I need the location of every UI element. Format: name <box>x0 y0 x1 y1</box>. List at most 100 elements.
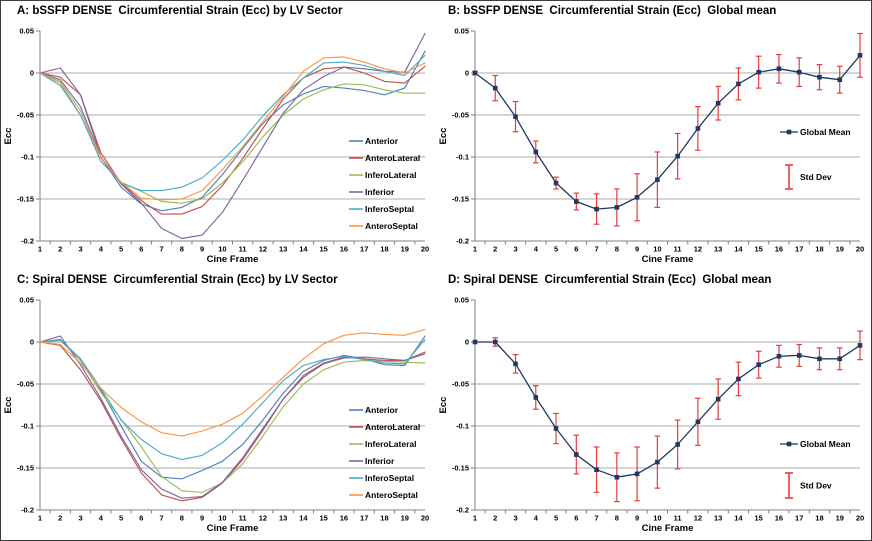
mean-marker <box>553 426 559 431</box>
mean-marker <box>776 353 782 359</box>
mean-line <box>474 54 861 210</box>
x-tick-label: 8 <box>615 245 619 254</box>
legend-label-inferoseptal: InferoSeptal <box>365 204 414 214</box>
x-tick-label: 4 <box>534 514 539 523</box>
x-tick-label: 20 <box>856 514 864 523</box>
x-tick-label: 20 <box>856 245 864 254</box>
panel-d-plot: 0.050-0.05-0.1-0.15-0.21 2 3 4 5 6 7 8 9 10 11 12 13… <box>438 296 864 534</box>
x-tick-label: 1 <box>38 514 42 523</box>
x-tick-label: 14 <box>299 514 308 523</box>
mean-marker <box>492 339 498 345</box>
x-tick-label: 7 <box>159 245 163 254</box>
x-tick-label: 18 <box>815 514 823 523</box>
x-tick-label: 7 <box>159 514 163 523</box>
y-tick-label: -0.15 <box>17 195 34 204</box>
x-tick-label: 8 <box>615 514 619 523</box>
mean-marker <box>472 339 478 345</box>
x-tick-label: 15 <box>320 245 328 254</box>
y-axis-title: Ecc <box>438 128 449 145</box>
y-tick-label: -0.2 <box>456 237 469 246</box>
x-tick-label: 1 <box>38 245 42 254</box>
y-tick-label: 0 <box>30 69 34 78</box>
mean-marker <box>857 343 863 348</box>
x-tick-label: 2 <box>58 245 62 254</box>
mean-marker <box>675 442 680 447</box>
y-tick-label: 0.05 <box>19 27 34 36</box>
x-axis-title: Cine Frame <box>207 523 259 534</box>
x-tick-label: 17 <box>360 514 368 523</box>
y-axis-title: Ecc <box>3 128 14 145</box>
x-tick-label: 14 <box>734 245 743 254</box>
x-tick-label: 11 <box>674 514 682 523</box>
mean-marker <box>574 199 579 204</box>
legend-label-inferior: Inferior <box>365 456 395 466</box>
x-tick-label: 15 <box>320 514 328 523</box>
x-tick-label: 20 <box>421 245 429 254</box>
x-tick-label: 16 <box>340 514 348 523</box>
panel-b-title: B: bSSFP DENSE Circumferential Strain (E… <box>448 5 777 17</box>
legend-label-anterior: Anterior <box>365 136 399 146</box>
panel-a: A: bSSFP DENSE Circumferential Strain (E… <box>1 1 436 270</box>
x-tick-label: 2 <box>493 514 497 523</box>
y-tick-label: -0.15 <box>452 464 469 473</box>
legend-label-std-dev: Std Dev <box>800 481 832 491</box>
mean-marker <box>655 177 660 182</box>
x-tick-label: 3 <box>78 245 82 254</box>
mean-marker <box>857 53 863 58</box>
mean-marker <box>594 206 599 212</box>
series-line-anteroseptal <box>39 328 426 437</box>
mean-marker <box>715 100 721 106</box>
y-axis-title: Ecc <box>438 397 449 414</box>
panel-d-title: D: Spiral DENSE Circumferential Strain (… <box>448 274 772 286</box>
x-tick-label: 20 <box>421 514 429 523</box>
x-tick-label: 5 <box>119 245 123 254</box>
x-tick-label: 14 <box>299 245 308 254</box>
panel-d: D: Spiral DENSE Circumferential Strain (… <box>436 270 871 540</box>
mean-marker <box>736 81 741 87</box>
x-tick-label: 3 <box>78 514 82 523</box>
x-tick-label: 19 <box>836 514 844 523</box>
legend-label-std-dev: Std Dev <box>800 172 832 182</box>
x-axis-title: Cine Frame <box>207 254 259 265</box>
y-tick-label: -0.2 <box>21 506 34 515</box>
x-tick-label: 5 <box>554 514 558 523</box>
series-line-inferolateral <box>39 339 426 493</box>
x-tick-label: 19 <box>401 245 409 254</box>
x-axis-title: Cine Frame <box>642 523 694 534</box>
x-tick-label: 2 <box>493 245 497 254</box>
x-tick-label: 6 <box>574 514 578 523</box>
x-tick-label: 17 <box>795 514 803 523</box>
y-tick-label: -0.15 <box>17 464 34 473</box>
mean-marker <box>594 467 599 472</box>
panel-b-plot: 0.050-0.05-0.1-0.15-0.21 2 3 4 5 6 7 8 9 10 11 12 13… <box>438 27 864 265</box>
legend-label-global-mean: Global Mean <box>800 127 851 137</box>
y-tick-label: 0 <box>465 338 469 347</box>
x-tick-label: 11 <box>239 245 247 254</box>
x-tick-label: 10 <box>653 514 661 523</box>
x-tick-label: 10 <box>218 245 226 254</box>
x-tick-label: 18 <box>380 514 388 523</box>
mean-marker <box>695 419 701 425</box>
mean-marker <box>695 126 701 131</box>
mean-marker <box>533 395 539 400</box>
mean-marker <box>614 474 620 480</box>
y-tick-label: -0.05 <box>452 111 469 120</box>
x-tick-label: 13 <box>714 245 722 254</box>
mean-marker <box>614 205 620 210</box>
x-tick-label: 1 <box>473 514 477 523</box>
x-tick-label: 13 <box>279 514 287 523</box>
mean-marker <box>634 471 640 477</box>
legend-label-anteroseptal: AnteroSeptal <box>365 490 418 500</box>
y-tick-label: 0.05 <box>454 27 469 36</box>
mean-marker <box>817 356 822 362</box>
mean-marker <box>776 66 782 72</box>
x-tick-label: 16 <box>775 245 783 254</box>
panel-a-plot: 0.050-0.05-0.1-0.15-0.21 2 3 4 5 6 7 8 9 10 11 12 13… <box>3 27 429 265</box>
legend-mean-marker <box>786 441 792 447</box>
x-tick-label: 12 <box>259 514 267 523</box>
x-tick-label: 10 <box>218 514 226 523</box>
y-tick-label: -0.2 <box>456 506 469 515</box>
x-tick-label: 6 <box>574 245 578 254</box>
x-tick-label: 9 <box>635 245 639 254</box>
